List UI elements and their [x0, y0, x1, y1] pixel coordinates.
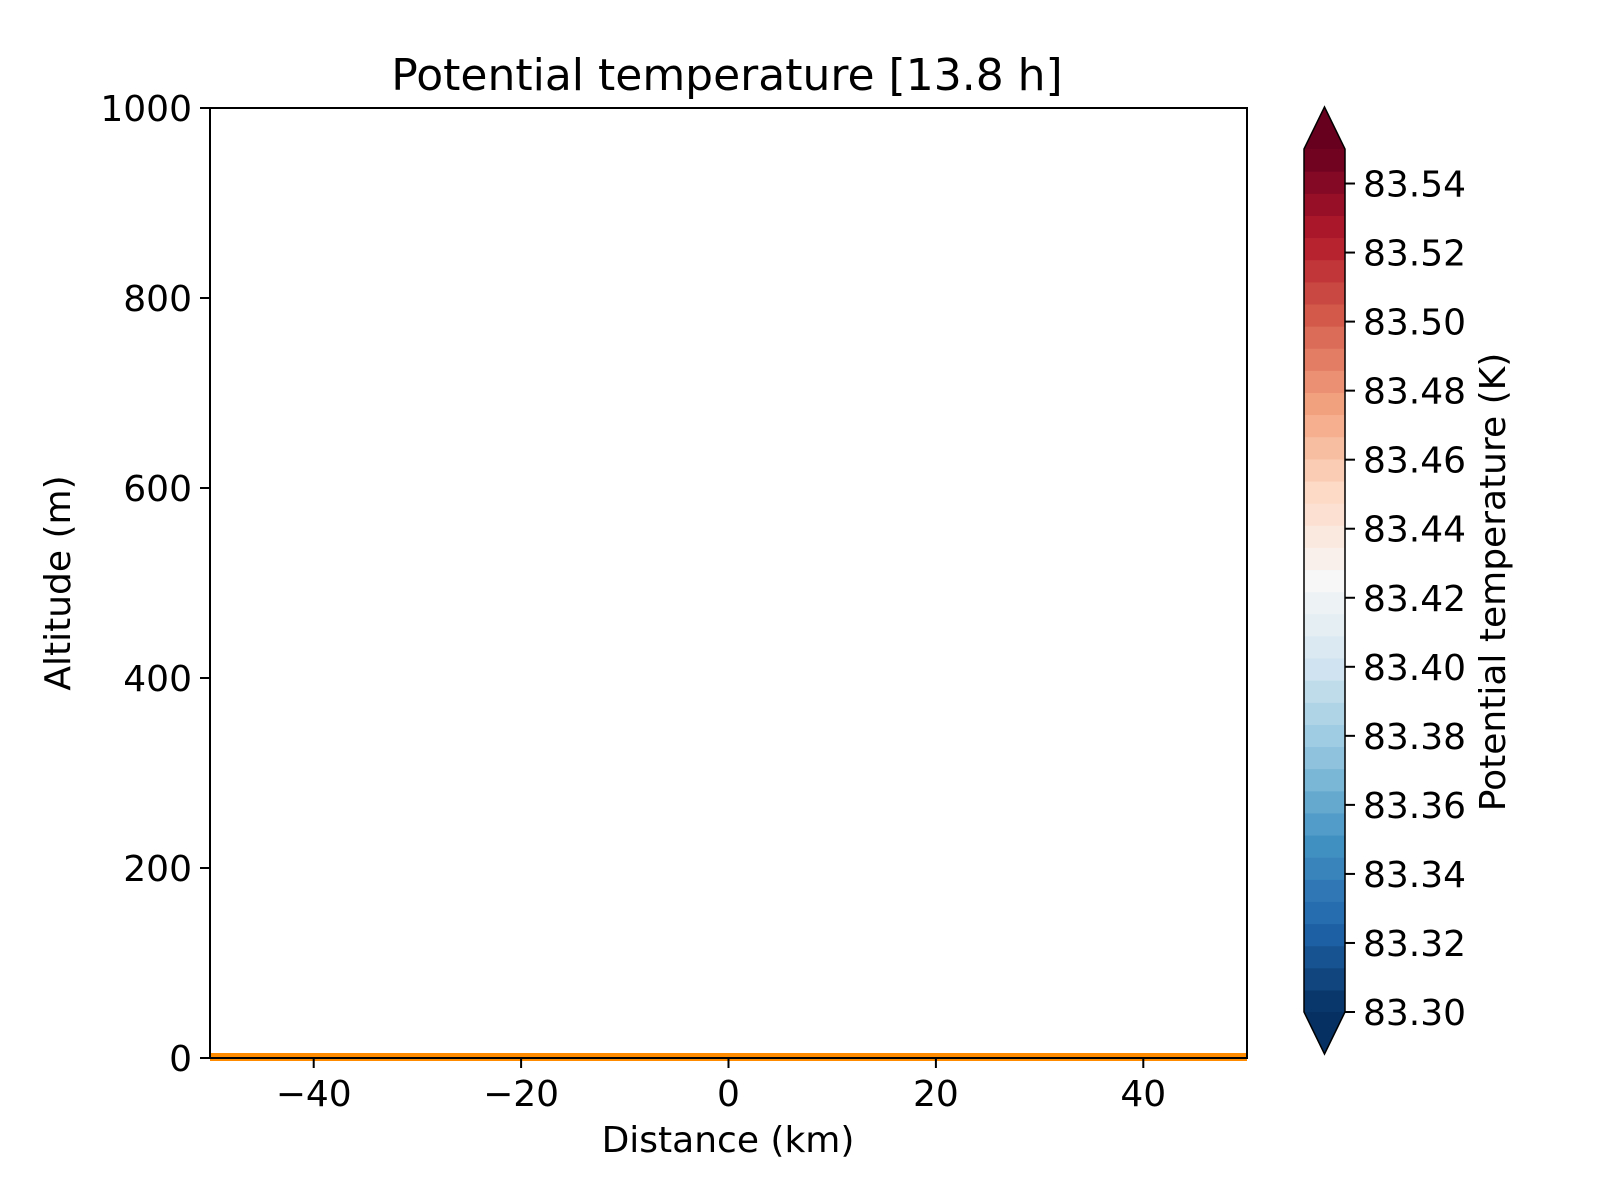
y-tick-label: 400	[123, 659, 192, 700]
y-axis: 0 200 400 600 800 1000	[100, 89, 210, 1080]
colorbar-tick-label: 83.44	[1363, 510, 1466, 551]
colorbar-segment	[1304, 923, 1345, 947]
y-tick-label: 200	[123, 849, 192, 890]
colorbar-segment	[1304, 857, 1345, 880]
colorbar-segment	[1304, 370, 1345, 394]
colorbar-segment	[1304, 414, 1345, 438]
colorbar-segment	[1304, 724, 1345, 748]
colorbar-segment	[1304, 503, 1345, 526]
colorbar-segment	[1304, 547, 1345, 571]
colorbar-segment	[1304, 989, 1345, 1013]
x-tick-label: 20	[913, 1074, 959, 1115]
x-axis: −40 −20 0 20 40	[276, 1058, 1166, 1115]
colorbar-segment	[1304, 392, 1345, 416]
colorbar-segment	[1304, 281, 1345, 305]
y-tick-label: 1000	[100, 89, 192, 130]
colorbar-tick-label: 83.48	[1363, 372, 1466, 413]
colorbar: 83.30 83.32 83.34 83.36 83.38 83.40 83.42 83.44…	[1303, 105, 1466, 1056]
x-tick-label: −20	[483, 1074, 559, 1115]
colorbar-segment	[1304, 326, 1345, 349]
colorbar-segment	[1304, 768, 1345, 792]
colorbar-tick-label: 83.32	[1363, 924, 1466, 965]
colorbar-segment	[1304, 945, 1345, 969]
colorbar-segment	[1304, 790, 1345, 814]
colorbar-segment	[1304, 635, 1345, 659]
colorbar-segment	[1304, 458, 1345, 482]
colorbar-tick-label: 83.36	[1363, 786, 1466, 827]
colorbar-tick-label: 83.52	[1363, 234, 1466, 275]
colorbar-tick-label: 83.40	[1363, 648, 1466, 689]
y-axis-label: Altitude (m)	[38, 475, 79, 690]
colorbar-segment	[1304, 149, 1345, 172]
x-tick-label: −40	[276, 1074, 352, 1115]
x-tick-label: 40	[1120, 1074, 1166, 1115]
colorbar-segment	[1304, 348, 1345, 371]
colorbar-extend-max	[1304, 107, 1345, 149]
plot-background	[210, 108, 1247, 1058]
colorbar-segment	[1304, 812, 1345, 836]
colorbar-segment	[1304, 879, 1345, 902]
colorbar-segment	[1304, 480, 1345, 504]
colorbar-segment	[1304, 680, 1345, 703]
colorbar-segment	[1304, 702, 1345, 725]
y-tick-label: 0	[169, 1039, 192, 1080]
colorbar-tick-label: 83.34	[1363, 855, 1466, 896]
colorbar-segment	[1304, 259, 1345, 283]
colorbar-segment	[1304, 834, 1345, 858]
colorbar-segment	[1304, 569, 1345, 593]
colorbar-tick-label: 83.38	[1363, 717, 1466, 758]
colorbar-segment	[1304, 171, 1345, 194]
colorbar-tick-label: 83.46	[1363, 441, 1466, 482]
colorbar-segment	[1304, 613, 1345, 637]
colorbar-segment	[1304, 215, 1345, 239]
chart-title: Potential temperature [13.8 h]	[391, 50, 1062, 101]
x-tick-label: 0	[717, 1074, 740, 1115]
colorbar-segment	[1304, 193, 1345, 216]
colorbar-segment	[1304, 237, 1345, 261]
y-tick-label: 800	[123, 279, 192, 320]
colorbar-segment	[1304, 525, 1345, 548]
colorbar-segment	[1304, 967, 1345, 991]
colorbar-segment	[1304, 436, 1345, 460]
colorbar-segment	[1304, 303, 1345, 327]
colorbar-tick-label: 83.42	[1363, 579, 1466, 620]
y-tick-label: 600	[123, 469, 192, 510]
colorbar-tick-label: 83.30	[1363, 993, 1466, 1034]
x-axis-label: Distance (km)	[602, 1120, 855, 1161]
colorbar-extend-min	[1304, 1012, 1345, 1054]
plot-area	[209, 107, 1248, 1061]
colorbar-segment	[1304, 657, 1345, 681]
colorbar-segment	[1304, 746, 1345, 770]
colorbar-segment	[1304, 591, 1345, 615]
colorbar-tick-label: 83.50	[1363, 303, 1466, 344]
colorbar-label: Potential temperature (K)	[1473, 353, 1514, 812]
colorbar-tick-label: 83.54	[1363, 165, 1466, 206]
colorbar-segment	[1304, 901, 1345, 925]
